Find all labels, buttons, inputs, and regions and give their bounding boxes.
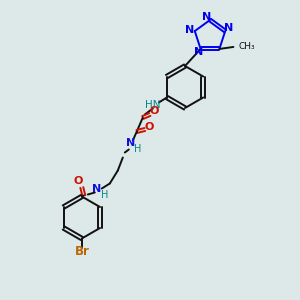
Text: N: N [126, 139, 135, 148]
Text: N: N [92, 184, 101, 194]
Text: CH₃: CH₃ [238, 42, 255, 51]
Text: O: O [73, 176, 83, 185]
Text: O: O [144, 122, 154, 131]
Text: O: O [149, 106, 158, 116]
Text: H: H [134, 143, 142, 154]
Text: HN: HN [145, 100, 160, 110]
Text: Br: Br [74, 245, 89, 258]
Text: N: N [194, 47, 203, 57]
Text: N: N [224, 23, 233, 33]
Text: H: H [101, 190, 109, 200]
Text: N: N [202, 12, 211, 22]
Text: N: N [185, 25, 194, 35]
